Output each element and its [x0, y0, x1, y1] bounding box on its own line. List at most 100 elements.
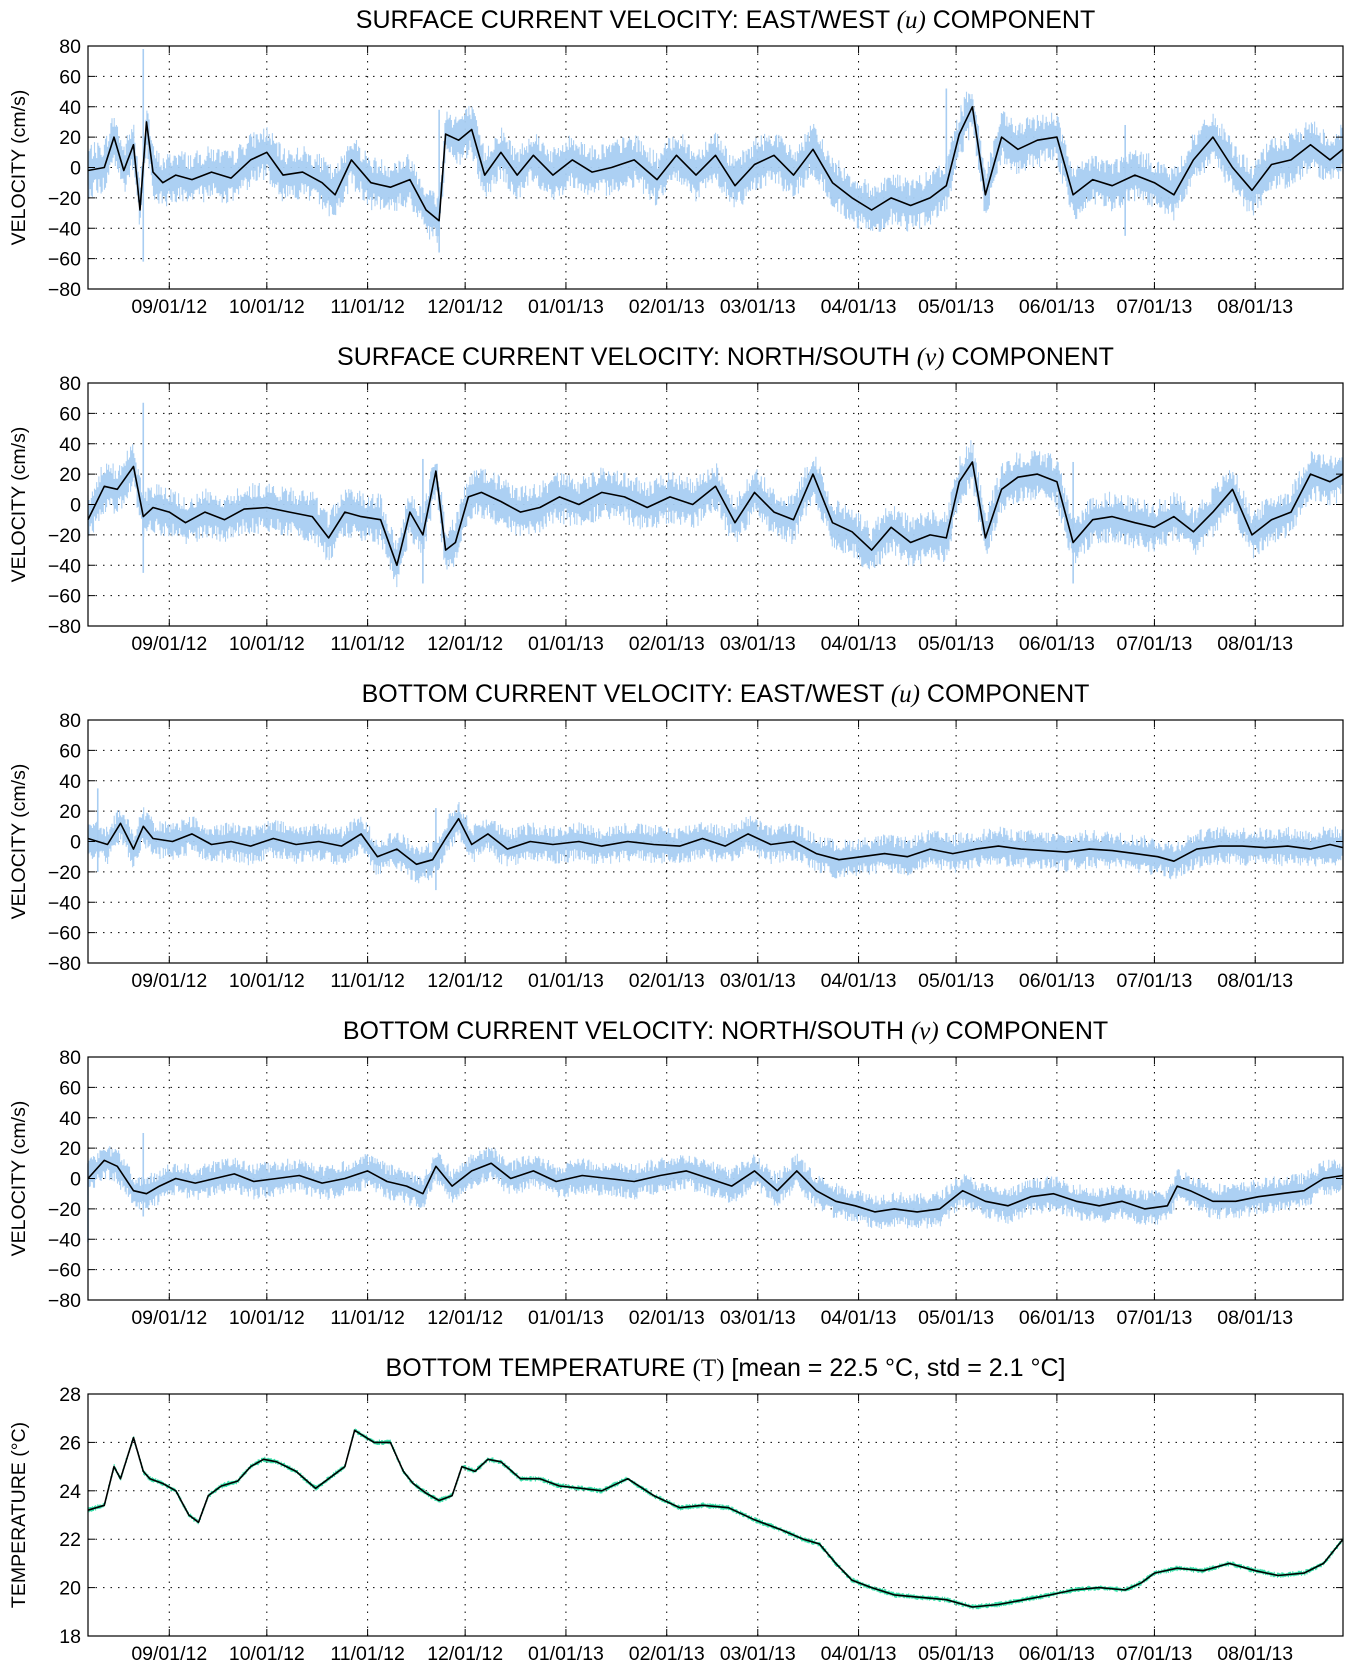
panel-4: BOTTOM CURRENT VELOCITY: NORTH/SOUTH (v)…	[8, 1017, 1344, 1329]
chart-title-suffix: COMPONENT	[939, 1017, 1108, 1045]
y-axis-label: TEMPERATURE (°C)	[8, 1422, 30, 1608]
x-tick-label: 05/01/13	[918, 296, 994, 318]
x-tick-label: 04/01/13	[821, 1307, 897, 1329]
chart-title: BOTTOM CURRENT VELOCITY: NORTH/SOUTH (v)…	[343, 1017, 1108, 1045]
filtered-series-line	[87, 1159, 1344, 1213]
y-tick-label: 80	[59, 710, 81, 732]
y-tick-label: 80	[59, 36, 81, 58]
x-tick-label: 01/01/13	[528, 970, 604, 992]
y-tick-label: 24	[59, 1481, 81, 1503]
chart-title-suffix: COMPONENT	[920, 680, 1089, 708]
y-tick-label: 40	[59, 771, 81, 793]
x-tick-label: 07/01/13	[1116, 296, 1192, 318]
x-tick-label: 12/01/12	[427, 1643, 503, 1665]
x-tick-label: 06/01/13	[1019, 1307, 1095, 1329]
x-tick-label: 11/01/12	[330, 633, 404, 655]
x-tick-label: 09/01/12	[131, 633, 207, 655]
y-tick-label: 40	[59, 1108, 81, 1130]
y-tick-label: −60	[48, 249, 81, 271]
y-tick-label: 26	[59, 1432, 81, 1454]
x-tick-label: 12/01/12	[427, 296, 503, 318]
y-tick-label: 20	[59, 127, 81, 149]
x-tick-label: 01/01/13	[528, 1307, 604, 1329]
y-tick-label: 18	[59, 1626, 81, 1648]
x-tick-label: 02/01/13	[629, 1307, 705, 1329]
x-tick-label: 11/01/12	[330, 970, 404, 992]
y-tick-label: −60	[48, 586, 81, 608]
y-tick-label: −80	[48, 279, 81, 301]
x-tick-label: 12/01/12	[427, 970, 503, 992]
y-tick-label: −20	[48, 188, 81, 210]
x-tick-label: 09/01/12	[131, 1643, 207, 1665]
filtered-series-line	[87, 106, 1344, 222]
y-axis-label: VELOCITY (cm/s)	[8, 427, 30, 583]
chart-title-text: BOTTOM CURRENT VELOCITY: EAST/WEST	[362, 680, 891, 708]
x-tick-label: 04/01/13	[821, 1643, 897, 1665]
chart-title-variable: (T)	[693, 1355, 725, 1382]
plot-frame	[87, 1393, 1344, 1637]
chart-title: BOTTOM CURRENT VELOCITY: EAST/WEST (u) C…	[362, 680, 1090, 708]
y-tick-label: 0	[70, 832, 81, 854]
x-tick-label: 10/01/12	[229, 1643, 305, 1665]
chart-title: BOTTOM TEMPERATURE (T) [mean = 22.5 °C, …	[386, 1354, 1066, 1382]
x-tick-label: 07/01/13	[1116, 633, 1192, 655]
y-tick-label: 60	[59, 66, 81, 88]
chart-title-suffix: [mean = 22.5 °C, std = 2.1 °C]	[724, 1354, 1065, 1382]
chart-title-suffix: COMPONENT	[926, 6, 1095, 34]
y-axis-label: VELOCITY (cm/s)	[8, 1101, 30, 1257]
chart-title-suffix: COMPONENT	[945, 343, 1114, 371]
y-tick-label: 60	[59, 1077, 81, 1099]
x-tick-label: 06/01/13	[1019, 1643, 1095, 1665]
chart-title-text: SURFACE CURRENT VELOCITY: NORTH/SOUTH	[337, 343, 917, 371]
y-tick-label: −60	[48, 1260, 81, 1282]
panel-2: SURFACE CURRENT VELOCITY: NORTH/SOUTH (v…	[8, 343, 1344, 655]
x-tick-label: 04/01/13	[821, 970, 897, 992]
filtered-series-line	[87, 461, 1344, 567]
y-tick-label: 60	[59, 403, 81, 425]
y-tick-label: −40	[48, 218, 81, 240]
x-tick-label: 02/01/13	[629, 1643, 705, 1665]
x-tick-label: 03/01/13	[720, 296, 796, 318]
x-tick-label: 10/01/12	[229, 1307, 305, 1329]
x-tick-label: 05/01/13	[918, 1643, 994, 1665]
raw-series-band	[87, 1146, 1344, 1229]
x-tick-label: 05/01/13	[918, 633, 994, 655]
chart-title-text: SURFACE CURRENT VELOCITY: EAST/WEST	[356, 6, 897, 34]
y-tick-label: −20	[48, 525, 81, 547]
x-tick-label: 08/01/13	[1217, 1307, 1293, 1329]
panel-5: BOTTOM TEMPERATURE (T) [mean = 22.5 °C, …	[8, 1354, 1344, 1665]
x-tick-label: 09/01/12	[131, 970, 207, 992]
x-tick-label: 12/01/12	[427, 633, 503, 655]
chart-title-variable: (v)	[917, 344, 945, 371]
y-tick-label: −20	[48, 1199, 81, 1221]
y-tick-label: 80	[59, 1047, 81, 1069]
x-tick-label: 09/01/12	[131, 1307, 207, 1329]
x-tick-label: 07/01/13	[1116, 1643, 1192, 1665]
y-tick-label: −80	[48, 616, 81, 638]
y-axis-label: VELOCITY (cm/s)	[8, 764, 30, 920]
x-tick-label: 03/01/13	[720, 1643, 796, 1665]
chart-title-variable: (v)	[911, 1018, 939, 1045]
x-tick-label: 02/01/13	[629, 633, 705, 655]
x-tick-label: 05/01/13	[918, 1307, 994, 1329]
y-tick-label: −60	[48, 923, 81, 945]
x-tick-label: 11/01/12	[330, 296, 404, 318]
x-tick-label: 05/01/13	[918, 970, 994, 992]
filtered-series-line	[87, 817, 1344, 866]
x-tick-label: 06/01/13	[1019, 970, 1095, 992]
y-tick-label: −40	[48, 555, 81, 577]
x-tick-label: 01/01/13	[528, 296, 604, 318]
x-tick-label: 04/01/13	[821, 296, 897, 318]
x-tick-label: 01/01/13	[528, 633, 604, 655]
y-tick-label: 0	[70, 495, 81, 517]
y-tick-label: 20	[59, 464, 81, 486]
panel-3: BOTTOM CURRENT VELOCITY: EAST/WEST (u) C…	[8, 680, 1344, 992]
x-tick-label: 11/01/12	[330, 1643, 404, 1665]
y-tick-label: 60	[59, 740, 81, 762]
x-tick-label: 08/01/13	[1217, 970, 1293, 992]
x-tick-label: 06/01/13	[1019, 633, 1095, 655]
y-tick-label: −40	[48, 892, 81, 914]
y-tick-label: −40	[48, 1229, 81, 1251]
x-tick-label: 01/01/13	[528, 1643, 604, 1665]
